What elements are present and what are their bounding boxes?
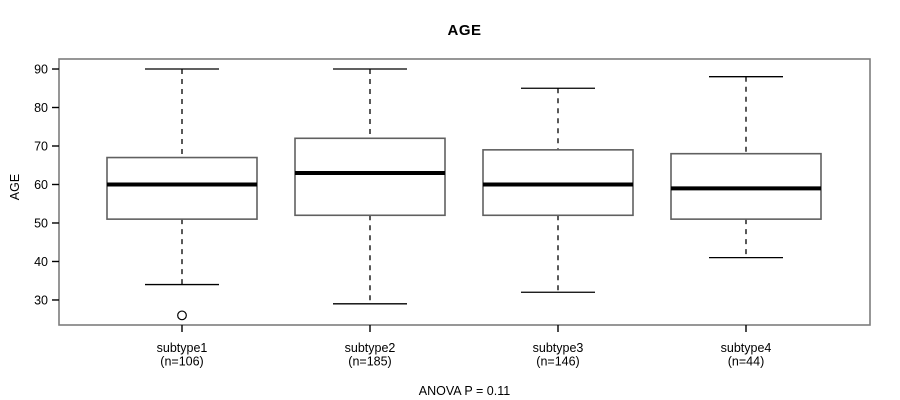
x-group-label: subtype2 xyxy=(345,341,396,355)
plot-frame xyxy=(58,58,871,326)
y-tick-label: 60 xyxy=(34,178,48,192)
y-tick-label: 30 xyxy=(34,293,48,307)
y-tick-label: 50 xyxy=(34,216,48,230)
x-group-count-label: (n=146) xyxy=(536,355,579,369)
chart-title: AGE xyxy=(447,22,482,39)
iqr-box xyxy=(106,156,258,220)
x-group-label: subtype4 xyxy=(721,341,772,355)
x-group-label: subtype1 xyxy=(157,341,208,355)
x-group-count-label: (n=44) xyxy=(728,355,764,369)
outlier-point xyxy=(177,310,187,321)
y-tick-label: 90 xyxy=(34,63,48,77)
x-group-count-label: (n=106) xyxy=(160,355,203,369)
x-group-label: subtype3 xyxy=(533,341,584,355)
x-group-count-label: (n=185) xyxy=(348,355,391,369)
anova-annotation: ANOVA P = 0.11 xyxy=(418,384,511,398)
y-tick-label: 70 xyxy=(34,139,48,153)
y-tick-label: 40 xyxy=(34,255,48,269)
iqr-box xyxy=(294,137,446,217)
y-tick-label: 80 xyxy=(34,101,48,115)
